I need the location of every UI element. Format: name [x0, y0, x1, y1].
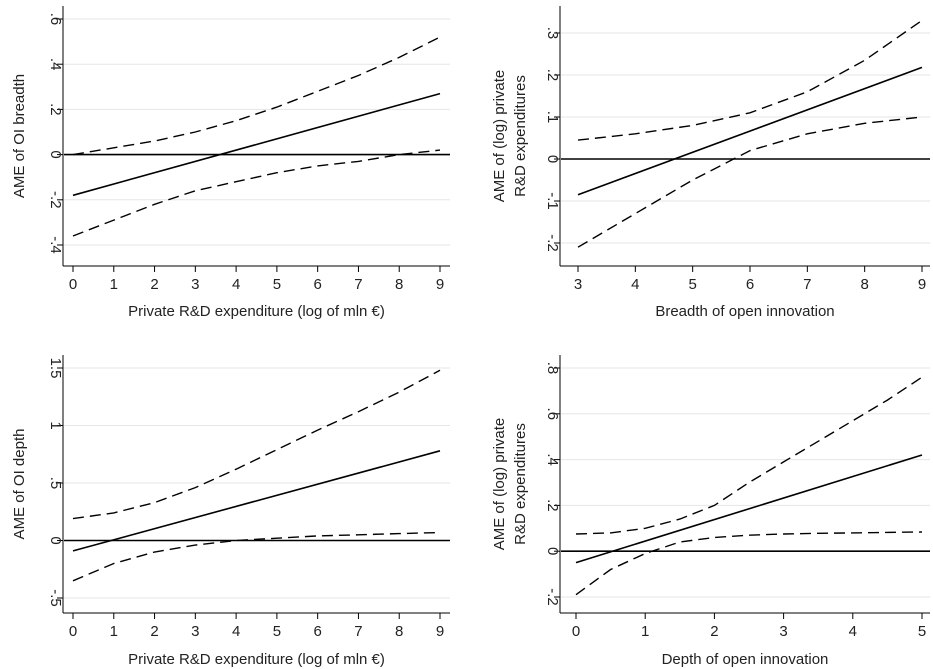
confidence-bound-line [72, 369, 441, 520]
y-tick-label: .6 [544, 408, 561, 421]
chart-panel-1: 0 1 2 3 4 5 6 7 8 9 -.4 -.2 0 .2 .4 .6 Private R&D expen… [11, 6, 450, 320]
x-tick-label: 3 [191, 276, 199, 293]
y-axis-title: R&D expenditures [512, 75, 529, 197]
y-tick-label: 0 [544, 547, 561, 555]
x-tick-label: 6 [313, 276, 321, 293]
x-tick-label: 9 [918, 276, 926, 293]
x-tick-label: 7 [354, 276, 362, 293]
x-tick-label: 1 [641, 623, 649, 640]
y-tick-label: .6 [47, 13, 64, 26]
y-axis-title: AME of OI breadth [11, 74, 28, 198]
x-tick-label: 3 [574, 276, 582, 293]
x-tick-label: 5 [273, 623, 281, 640]
x-tick-label: 1 [110, 276, 118, 293]
chart-panel-3: 0 1 2 3 4 5 6 7 8 9 -.5 0 .5 1 1.5 Private R&D expendit… [11, 355, 450, 668]
x-tick-label: 2 [150, 276, 158, 293]
x-tick-label: 5 [918, 623, 926, 640]
x-tick-label: 9 [436, 623, 444, 640]
y-tick-label: -.1 [544, 192, 561, 210]
x-tick-label: 7 [354, 623, 362, 640]
x-axis-title: Breadth of open innovation [655, 303, 834, 320]
y-tick-label: .4 [47, 58, 64, 71]
x-tick-label: 4 [631, 276, 639, 293]
x-tick-label: 1 [110, 623, 118, 640]
y-tick-label: .5 [47, 477, 64, 490]
y-tick-label: .2 [544, 69, 561, 82]
x-axis-title: Depth of open innovation [662, 651, 829, 668]
y-tick-label: -.2 [47, 191, 64, 209]
y-tick-label: 0 [47, 536, 64, 544]
x-tick-label: 2 [150, 623, 158, 640]
x-tick-label: 0 [69, 623, 77, 640]
y-tick-label: 0 [544, 155, 561, 163]
marginal-effect-line [575, 454, 923, 564]
confidence-bound-line [575, 531, 923, 596]
y-tick-label: .2 [544, 499, 561, 512]
confidence-bound-line [72, 149, 441, 237]
x-tick-label: 0 [572, 623, 580, 640]
y-tick-label: 1.5 [47, 358, 64, 379]
marginal-effect-line [577, 66, 923, 196]
x-tick-label: 5 [688, 276, 696, 293]
y-tick-label: .3 [544, 27, 561, 40]
chart-panel-4: 0 1 2 3 4 5 -.2 0 .2 .4 .6 .8 Depth of open innovati… [491, 355, 930, 668]
x-tick-label: 7 [803, 276, 811, 293]
x-tick-label: 0 [69, 276, 77, 293]
confidence-bound-line [577, 19, 923, 141]
x-axis-title: Private R&D expenditure (log of mln €) [128, 651, 385, 668]
marginal-effect-line [72, 92, 441, 197]
x-tick-label: 4 [232, 623, 240, 640]
x-tick-label: 6 [746, 276, 754, 293]
marginal-effect-line [72, 450, 441, 552]
y-tick-label: .1 [544, 111, 561, 124]
y-tick-label: .4 [544, 453, 561, 466]
confidence-bound-line [575, 376, 923, 535]
y-tick-label: -.4 [47, 236, 64, 254]
confidence-bound-line [72, 36, 441, 156]
x-tick-label: 8 [395, 276, 403, 293]
y-tick-label: .8 [544, 362, 561, 375]
y-tick-label: 0 [47, 150, 64, 158]
y-tick-label: 1 [47, 421, 64, 429]
y-axis-title: R&D expenditures [512, 423, 529, 545]
x-tick-label: 3 [779, 623, 787, 640]
x-tick-label: 3 [191, 623, 199, 640]
y-axis-title: AME of (log) private [491, 70, 508, 203]
x-tick-label: 8 [860, 276, 868, 293]
confidence-bound-line [72, 531, 441, 582]
y-tick-label: -.5 [47, 589, 64, 607]
confidence-bound-line [577, 116, 923, 248]
y-axis-title: AME of OI depth [11, 429, 28, 540]
x-tick-label: 5 [273, 276, 281, 293]
x-tick-label: 8 [395, 623, 403, 640]
x-tick-label: 6 [313, 623, 321, 640]
x-tick-label: 4 [849, 623, 857, 640]
x-axis-title: Private R&D expenditure (log of mln €) [128, 303, 385, 320]
y-axis-title: AME of (log) private [491, 418, 508, 551]
y-tick-label: .2 [47, 103, 64, 116]
x-tick-label: 9 [436, 276, 444, 293]
x-tick-label: 2 [710, 623, 718, 640]
y-tick-label: -.2 [544, 588, 561, 606]
x-tick-label: 4 [232, 276, 240, 293]
y-tick-label: -.2 [544, 234, 561, 252]
chart-panel-2: 3 4 5 6 7 8 9 -.2 -.1 0 .1 .2 .3 Breadth of open inno… [491, 6, 930, 320]
